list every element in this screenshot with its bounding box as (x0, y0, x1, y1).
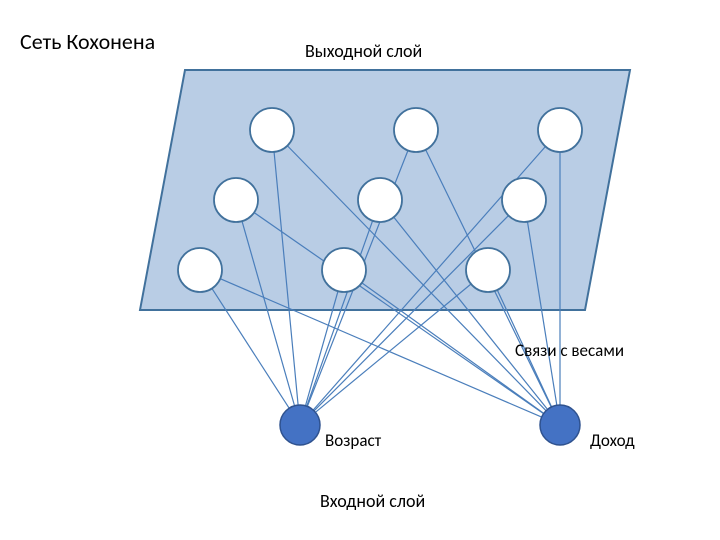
input-node (540, 405, 580, 445)
output-node (214, 178, 258, 222)
output-node (250, 108, 294, 152)
income-label: Доход (590, 430, 635, 451)
output-layer-label: Выходной слой (305, 40, 422, 62)
weights-label: Связи с весами (515, 340, 624, 361)
input-layer-label: Входной слой (320, 490, 425, 512)
output-node (466, 248, 510, 292)
kohonen-diagram (0, 0, 720, 540)
output-node (178, 248, 222, 292)
title-label: Сеть Кохонена (20, 28, 155, 55)
age-label: Возраст (325, 430, 381, 451)
output-node (502, 178, 546, 222)
output-node (358, 178, 402, 222)
output-node (538, 108, 582, 152)
input-node (280, 405, 320, 445)
output-node (322, 248, 366, 292)
output-node (394, 108, 438, 152)
